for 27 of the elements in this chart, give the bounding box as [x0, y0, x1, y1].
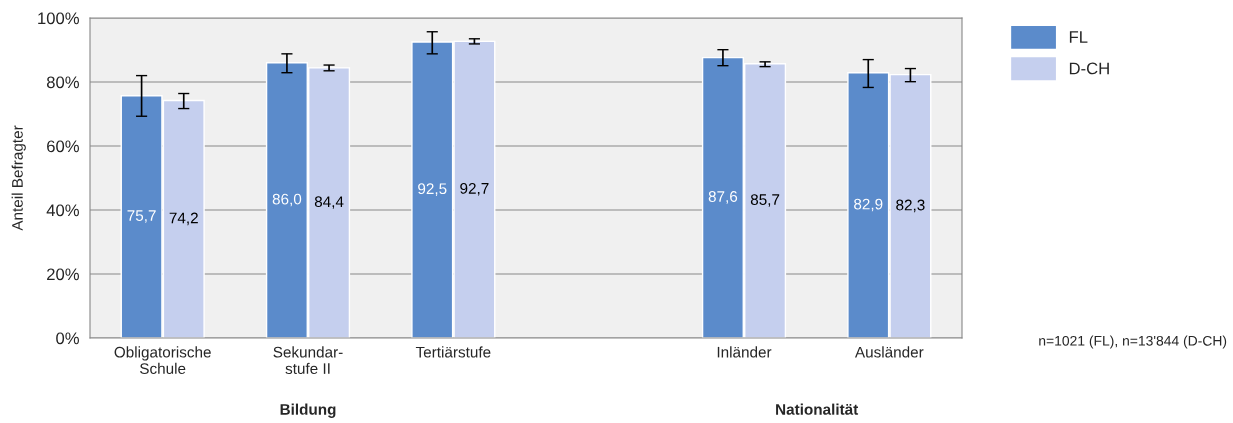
y-tick-label: 80%: [46, 76, 79, 89]
y-tick-label: 0%: [56, 332, 79, 345]
y-tick-label: 40%: [46, 204, 79, 217]
data-label: 85,7: [750, 194, 780, 207]
data-label: 75,7: [127, 210, 156, 223]
y-tick-label: 100%: [38, 12, 79, 25]
text: n=1021 (FL), n=13'844 (D-CH): [1039, 335, 1227, 349]
x-tick-label: Inländer: [717, 346, 772, 358]
y-tick-label: 20%: [47, 268, 79, 281]
data-label: 92,7: [460, 182, 489, 196]
data-label: 87,6: [708, 191, 738, 204]
y-tick-label: 60%: [47, 140, 79, 153]
legend-label: D-CH: [1069, 62, 1109, 75]
data-label: 74,2: [169, 212, 198, 226]
data-label: 92,5: [418, 183, 447, 196]
x-tick-label: Obligatorische Schule: [114, 346, 211, 375]
text: Bildung: [280, 403, 336, 418]
x-tick-label: Sekundar- stufe II: [273, 346, 343, 375]
y-axis-title: Anteil Befragter: [11, 125, 26, 231]
legend-label: FL: [1069, 31, 1088, 43]
data-label: 84,4: [314, 196, 344, 209]
text: Nationalität: [776, 403, 859, 415]
data-label: 82,3: [896, 199, 925, 213]
x-tick-label: Ausländer: [854, 346, 924, 358]
data-label: 82,9: [854, 198, 883, 212]
data-label: 86,0: [272, 193, 302, 207]
x-tick-label: Tertiärstufe: [415, 346, 491, 358]
